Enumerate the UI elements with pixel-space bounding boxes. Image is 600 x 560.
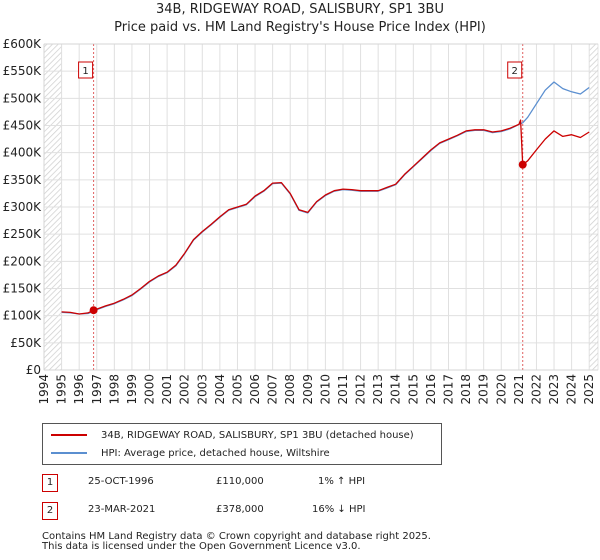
plot-border <box>43 43 599 371</box>
x-tick-label: 2001 <box>160 374 174 405</box>
chart-subtitle: Price paid vs. HM Land Registry's House … <box>114 20 486 35</box>
chart-title: 34B, RIDGEWAY ROAD, SALISBURY, SP1 3BU <box>156 2 444 17</box>
y-tick-label: £150K <box>3 282 43 296</box>
transaction-date: 23-MAR-2021 <box>88 504 156 515</box>
legend-label-property: 34B, RIDGEWAY ROAD, SALISBURY, SP1 3BU (… <box>101 429 414 441</box>
legend-label-hpi: HPI: Average price, detached house, Wilt… <box>101 447 330 459</box>
y-tick-label: £250K <box>3 227 43 241</box>
y-tick-label: £450K <box>3 119 43 133</box>
x-tick-label: 2006 <box>248 374 262 405</box>
x-tick-label: 2010 <box>318 374 332 405</box>
y-tick-label: £550K <box>3 64 43 78</box>
x-tick-label: 2003 <box>195 374 209 405</box>
x-tick-label: 1998 <box>107 374 121 405</box>
legend-swatch-property <box>51 434 87 436</box>
transaction-date: 25-OCT-1996 <box>88 476 154 487</box>
transaction-badge: 2 <box>42 502 58 520</box>
sale-label: 2 <box>512 66 518 77</box>
y-tick-label: £100K <box>3 309 43 323</box>
y-tick-label: £500K <box>3 91 43 105</box>
x-tick-label: 2007 <box>266 374 280 405</box>
x-tick-label: 2015 <box>406 374 420 405</box>
x-tick-label: 2008 <box>283 374 297 405</box>
transaction-badge: 1 <box>42 474 58 492</box>
y-tick-label: £400K <box>3 146 43 160</box>
x-tick-label: 1994 <box>37 374 51 405</box>
x-tick-label: 2005 <box>230 374 244 405</box>
x-tick-label: 2024 <box>565 374 579 405</box>
y-tick-label: £350K <box>3 173 43 187</box>
footer-copyright: Contains HM Land Registry data © Crown c… <box>42 531 431 542</box>
x-tick-label: 2009 <box>301 374 315 405</box>
x-tick-label: 2013 <box>371 374 385 405</box>
x-tick-label: 2002 <box>178 374 192 405</box>
x-tick-label: 2000 <box>143 374 157 405</box>
y-tick-label: £300K <box>3 200 43 214</box>
sale-label: 1 <box>82 66 88 77</box>
x-tick-label: 1997 <box>90 374 104 405</box>
x-tick-label: 2012 <box>354 374 368 405</box>
x-tick-label: 1995 <box>55 374 69 405</box>
legend-swatch-hpi <box>51 452 87 454</box>
sale-point <box>518 160 527 169</box>
sale-point <box>89 306 98 315</box>
x-tick-label: 2004 <box>213 374 227 405</box>
legend-item-hpi: HPI: Average price, detached house, Wilt… <box>43 444 330 462</box>
x-tick-label: 2019 <box>477 374 491 405</box>
transaction-price: £110,000 <box>216 476 264 487</box>
x-tick-label: 2018 <box>459 374 473 405</box>
x-tick-label: 2025 <box>582 374 596 405</box>
x-tick-label: 2014 <box>389 374 403 405</box>
property-price-line <box>61 119 590 315</box>
y-tick-label: £600K <box>3 37 43 51</box>
footer: Contains HM Land Registry data © Crown c… <box>42 532 431 552</box>
sale-label-box <box>78 61 94 79</box>
price-chart: 1 2 £0 £50K £100K £150K £200K £250K £300K £350K £… <box>3 37 599 405</box>
footer-license: This data is licensed under the Open Gov… <box>42 541 361 552</box>
x-tick-label: 2021 <box>512 374 526 405</box>
x-tick-label: 2020 <box>494 374 508 405</box>
x-tick-label: 1996 <box>72 374 86 405</box>
y-tick-label: £0 <box>26 363 41 377</box>
y-tick-label: £50K <box>10 336 42 350</box>
x-tick-label: 1999 <box>125 374 139 405</box>
x-tick-label: 2022 <box>529 374 543 405</box>
x-tick-label: 2017 <box>442 374 456 405</box>
legend: 34B, RIDGEWAY ROAD, SALISBURY, SP1 3BU (… <box>42 423 442 465</box>
x-tick-label: 2011 <box>336 374 350 405</box>
x-tick-label: 2023 <box>547 374 561 405</box>
sale-label-box <box>507 61 523 79</box>
legend-item-property: 34B, RIDGEWAY ROAD, SALISBURY, SP1 3BU (… <box>43 426 414 444</box>
x-tick-label: 2016 <box>424 374 438 405</box>
transaction-hpi: 1% ↑ HPI <box>318 476 366 487</box>
transaction-price: £378,000 <box>216 504 264 515</box>
transaction-hpi: 16% ↓ HPI <box>312 504 366 515</box>
y-tick-label: £200K <box>3 254 43 268</box>
